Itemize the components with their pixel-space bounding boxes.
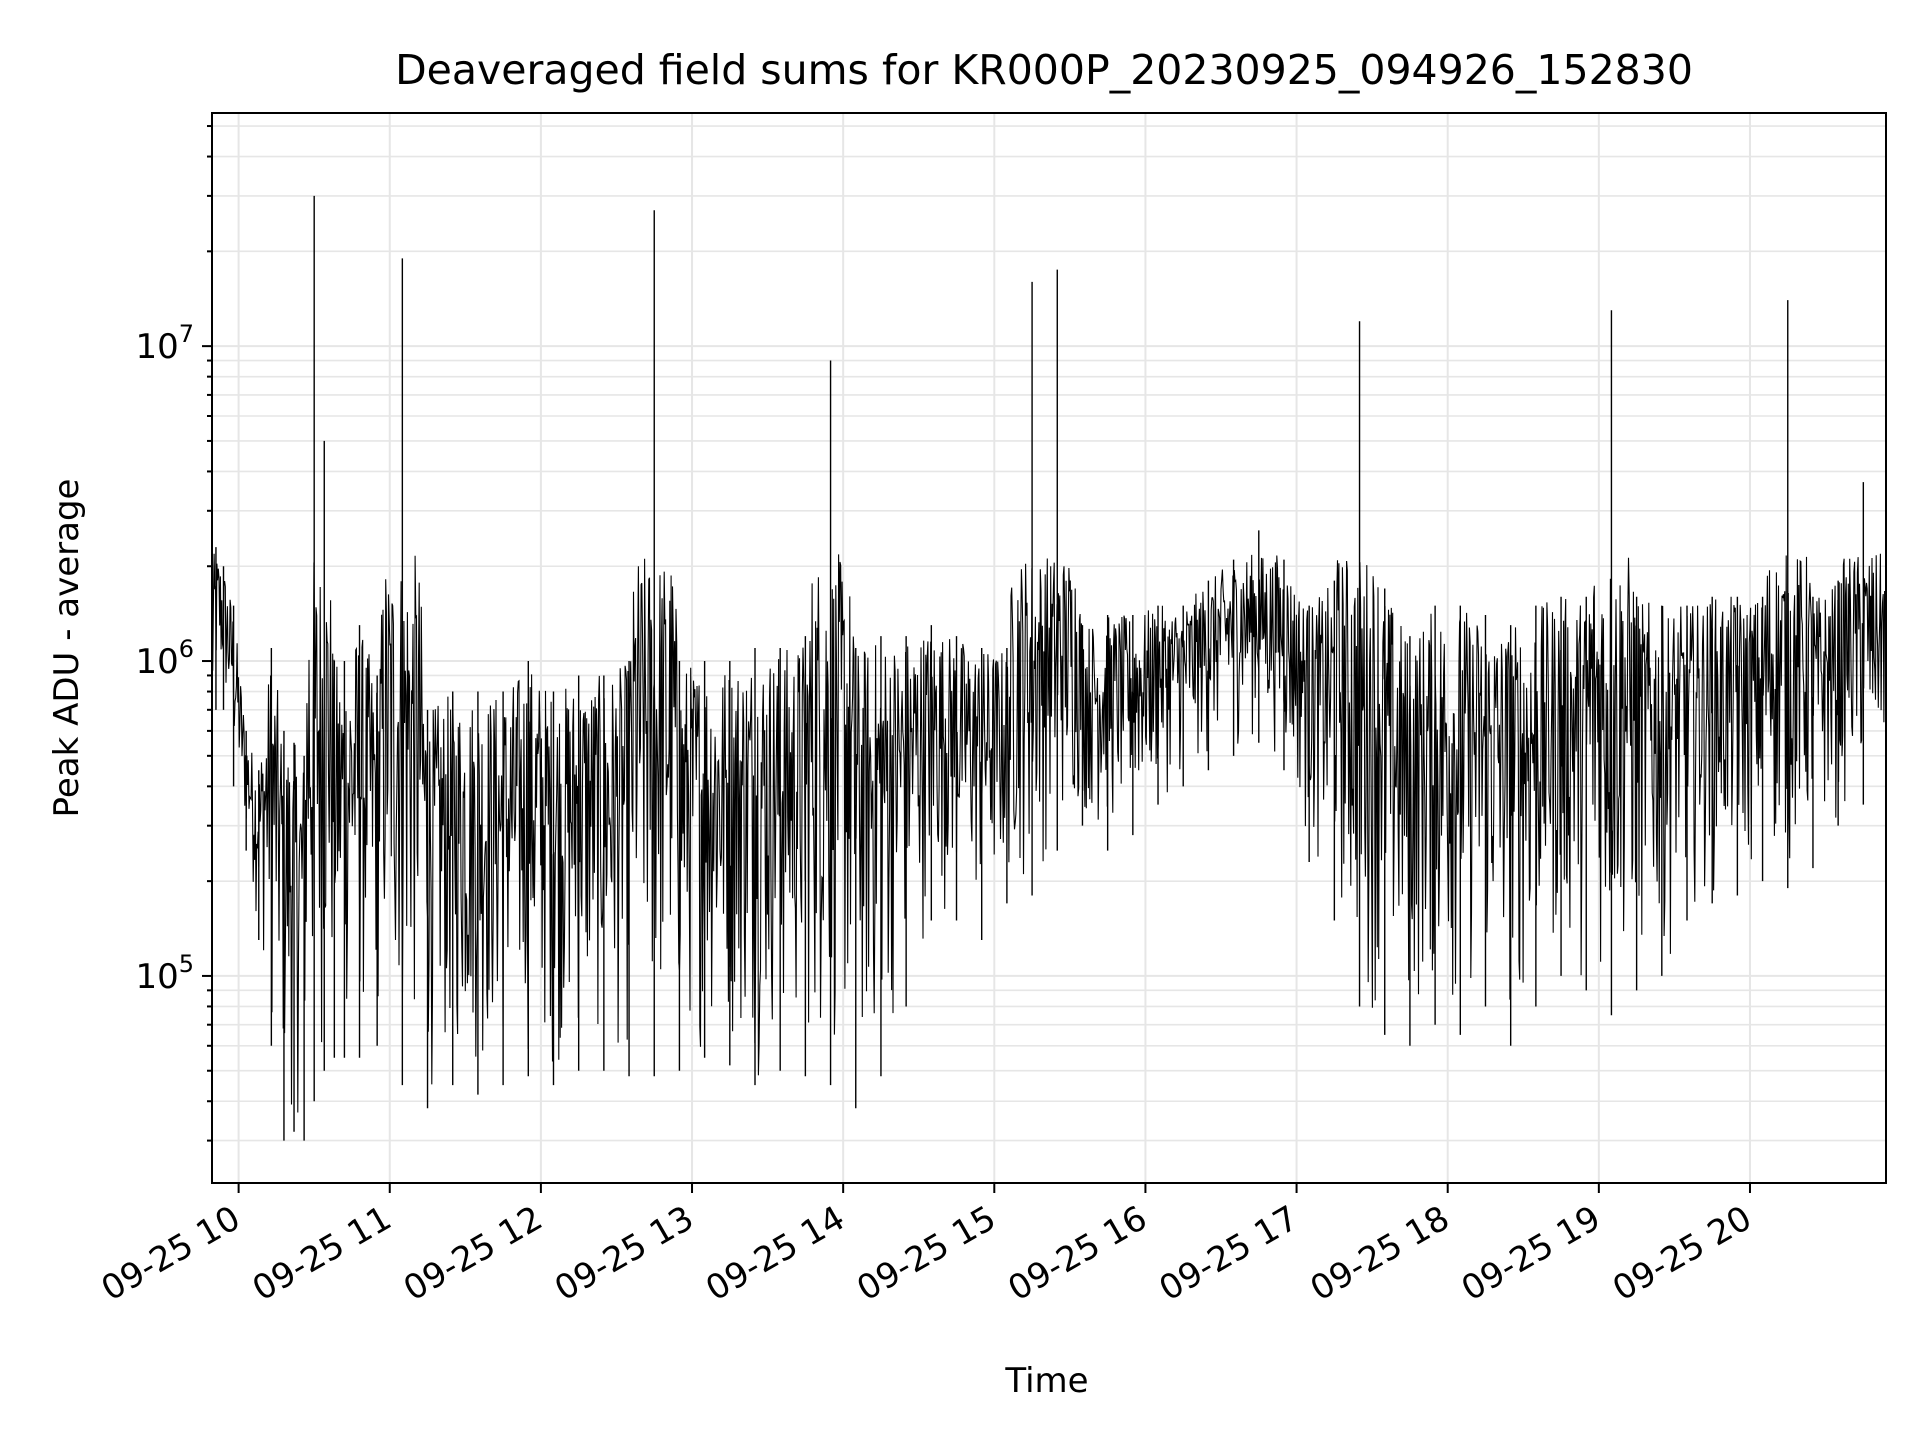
y-tick-base: 10 — [135, 957, 178, 997]
chart-title: Deaveraged field sums for KR000P_2023092… — [395, 46, 1693, 94]
y-tick-label: 107 — [135, 320, 194, 367]
series-line — [211, 553, 1887, 1113]
plot-frame — [211, 112, 1887, 1184]
y-tick-label: 106 — [135, 635, 194, 682]
y-tick-exponent: 6 — [179, 635, 194, 663]
y-axis-label: Peak ADU - average — [47, 479, 87, 818]
y-tick-label: 105 — [135, 950, 194, 997]
y-tick-exponent: 5 — [179, 950, 194, 978]
y-tick-base: 10 — [135, 642, 178, 682]
data-series — [211, 163, 1887, 1141]
y-tick-base: 10 — [135, 327, 178, 367]
y-tick-exponent: 7 — [179, 320, 194, 348]
x-axis-label: Time — [1004, 1361, 1088, 1401]
